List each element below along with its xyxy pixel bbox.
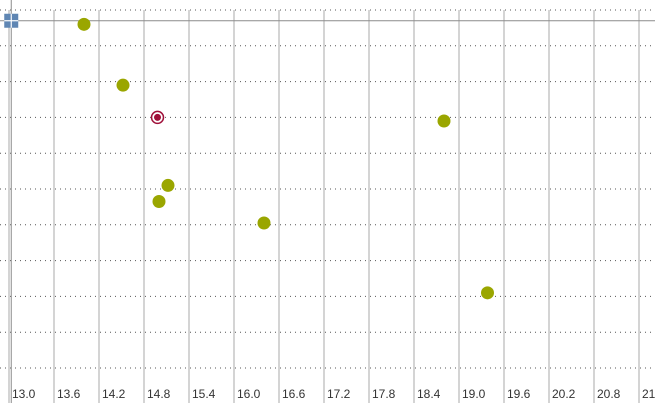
- highlighted-data-point-core: [154, 113, 161, 121]
- x-tick-label: 14.8: [147, 387, 171, 401]
- data-points: [77, 17, 494, 300]
- x-tick-label: 21.4: [642, 387, 655, 401]
- x-tick-label: 17.8: [372, 387, 396, 401]
- data-point: [257, 216, 271, 230]
- data-point: [481, 286, 494, 300]
- x-tick-label: 18.4: [417, 387, 441, 401]
- data-point: [116, 78, 130, 92]
- x-tick-label: 14.2: [102, 387, 126, 401]
- x-tick-label: 19.6: [507, 387, 531, 401]
- x-tick-label: 20.2: [552, 387, 576, 401]
- data-point: [161, 178, 175, 192]
- data-point: [152, 195, 166, 209]
- x-tick-label: 19.0: [462, 387, 486, 401]
- data-point: [77, 17, 91, 31]
- vertical-gridlines: [8, 10, 640, 403]
- x-tick-label: 20.8: [597, 387, 621, 401]
- x-tick-label: 15.4: [192, 387, 216, 401]
- x-tick-label: 13.0: [12, 387, 36, 401]
- x-tick-label: 16.0: [237, 387, 261, 401]
- x-axis-tick-labels: 13.0 13.6 14.2 14.8 15.4 16.0 16.6 17.2 17.8 18.4…: [12, 387, 655, 401]
- data-point: [437, 114, 451, 128]
- x-tick-label: 16.6: [282, 387, 306, 401]
- x-tick-label: 13.6: [57, 387, 81, 401]
- horizontal-gridlines: [0, 9, 655, 369]
- x-tick-label: 17.2: [327, 387, 351, 401]
